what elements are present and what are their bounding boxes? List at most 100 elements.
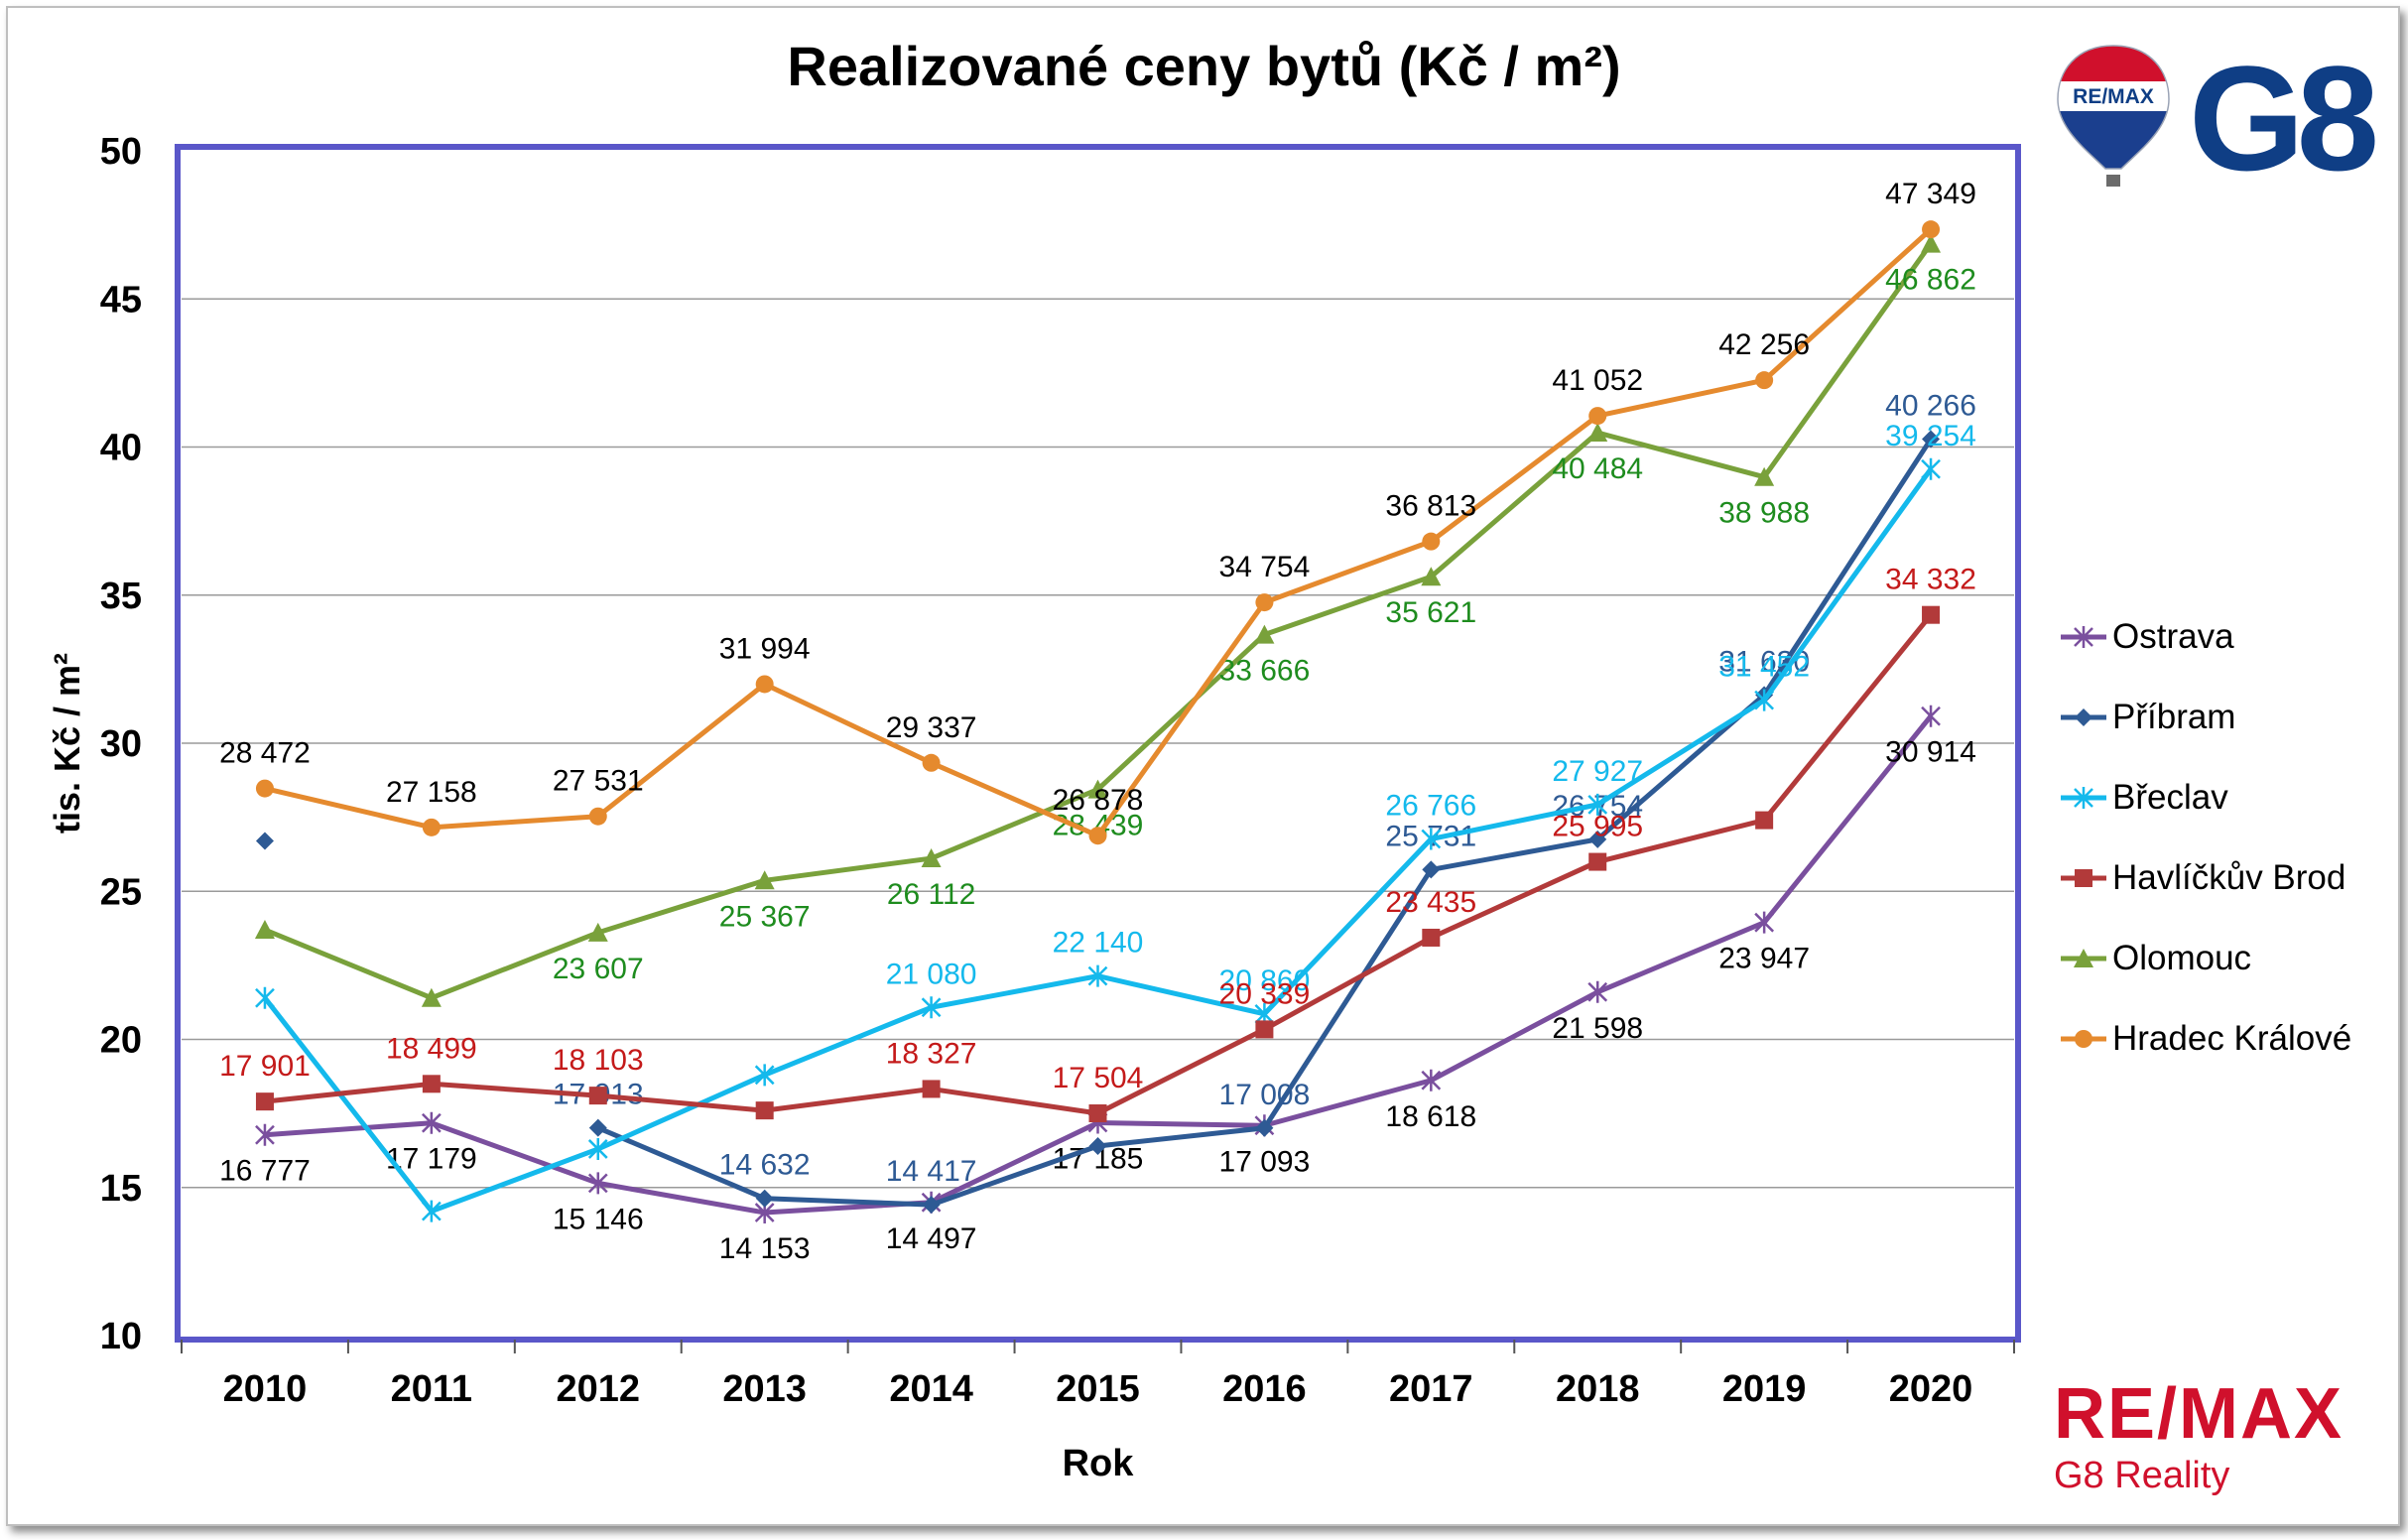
legend-marker-olomouc	[2061, 949, 2106, 967]
data-label: 20 339	[1219, 977, 1311, 1010]
data-point-shape	[1421, 1069, 1442, 1091]
data-point	[1421, 567, 1442, 586]
data-point-shape	[1421, 828, 1442, 850]
legend-label: Ostrava	[2112, 617, 2234, 656]
legend-marker-havlickuv-brod	[2061, 869, 2106, 887]
data-point-shape	[1087, 964, 1108, 987]
data-label: 14 497	[886, 1222, 977, 1255]
x-tick-label: 2020	[1889, 1368, 1973, 1410]
legend-item-olomouc[interactable]: Olomouc	[2059, 937, 2396, 1017]
data-point	[1921, 705, 1941, 727]
data-point	[1088, 827, 1107, 845]
data-label: 21 080	[886, 958, 977, 990]
series-hradec_kralove: 28 472 27 158 27 531 31 994 29 337 26 878 34 7…	[219, 178, 1976, 845]
data-point	[1088, 1104, 1107, 1123]
data-label: 47 349	[1885, 178, 1976, 210]
data-point	[754, 1064, 775, 1087]
data-label: 23 435	[1385, 886, 1476, 919]
data-label: 14 153	[719, 1232, 811, 1265]
data-point	[1421, 828, 1442, 850]
data-label: 20 860	[1219, 964, 1311, 997]
legend-point	[2074, 787, 2093, 809]
data-label: 17 093	[1219, 1145, 1311, 1178]
x-axis-title: Rok	[1063, 1443, 1135, 1484]
y-tick-label: 25	[100, 871, 142, 913]
legend-item-breclav[interactable]: Břeclav	[2059, 776, 2396, 856]
x-tick-label: 2011	[391, 1368, 472, 1410]
data-point	[255, 986, 275, 1009]
data-label: 17 008	[1219, 1079, 1311, 1111]
y-axis-title: tis. Kč / m²	[47, 653, 87, 834]
data-point	[1422, 532, 1441, 551]
data-point	[1922, 220, 1941, 239]
legend-point-shape	[2074, 626, 2093, 648]
data-point	[255, 1123, 275, 1146]
brand-logo-bottom: RE/MAX G8 Reality	[2054, 1374, 2391, 1497]
legend-item-ostrava[interactable]: Ostrava	[2059, 615, 2396, 696]
data-label: 16 777	[219, 1155, 311, 1188]
data-label: 38 988	[1718, 497, 1810, 530]
data-label: 40 484	[1552, 452, 1643, 485]
y-tick-label: 35	[100, 576, 142, 617]
data-point	[255, 832, 274, 850]
data-label: 27 531	[553, 765, 644, 798]
data-point	[587, 1137, 608, 1160]
data-point	[754, 870, 775, 890]
x-tick-label: 2014	[889, 1368, 973, 1410]
data-point-shape	[1754, 911, 1775, 934]
data-label: 26 878	[1053, 784, 1144, 817]
legend-item-hradec-kralove[interactable]: Hradec Králové	[2059, 1017, 2396, 1097]
data-label: 27 158	[386, 776, 477, 809]
data-point-shape	[587, 1137, 608, 1160]
data-point-shape	[1921, 457, 1941, 480]
chart-title: Realizované ceny bytů (Kč / m²)	[787, 35, 1621, 97]
data-point	[1087, 964, 1108, 987]
x-tick-label: 2018	[1556, 1368, 1640, 1410]
data-point-shape	[1587, 980, 1608, 1003]
y-tick-label: 20	[100, 1020, 142, 1062]
data-point	[587, 922, 608, 942]
data-label: 41 052	[1552, 364, 1643, 397]
data-label: 35 621	[1385, 596, 1476, 629]
data-label: 14 632	[719, 1149, 811, 1182]
data-point	[422, 1075, 441, 1093]
data-point	[1755, 371, 1774, 390]
data-label: 36 813	[1385, 490, 1476, 523]
data-point	[755, 675, 774, 694]
x-tick-label: 2017	[1389, 1368, 1473, 1410]
data-label: 14 417	[886, 1155, 977, 1188]
legend-point-shape	[2074, 787, 2093, 809]
data-label: 21 598	[1552, 1012, 1643, 1045]
legend-point	[2074, 626, 2093, 648]
data-point	[588, 1118, 607, 1137]
data-point	[921, 996, 942, 1019]
data-point	[1588, 852, 1607, 871]
data-point	[1254, 624, 1275, 644]
data-point	[1587, 423, 1608, 443]
data-point	[1422, 928, 1441, 947]
legend-marker-ostrava	[2061, 626, 2106, 648]
data-point-shape	[421, 1111, 442, 1134]
data-label: 25 367	[719, 900, 811, 933]
legend-item-pribram[interactable]: Příbram	[2059, 696, 2396, 776]
data-point	[755, 1189, 774, 1208]
x-tick-label: 2015	[1056, 1368, 1140, 1410]
y-tick-label: 40	[100, 428, 142, 469]
legend-marker-hradec-kralove	[2061, 1030, 2106, 1048]
legend-item-havlickuv-brod[interactable]: Havlíčkův Brod	[2059, 856, 2396, 937]
data-point	[755, 1101, 774, 1120]
data-point	[1755, 811, 1774, 830]
data-point	[1587, 980, 1608, 1003]
data-point	[1422, 860, 1441, 879]
data-point	[588, 1087, 607, 1105]
data-label: 15 146	[553, 1203, 644, 1235]
y-tick-label: 10	[100, 1316, 142, 1357]
data-label: 30 914	[1885, 736, 1976, 769]
data-label: 28 472	[219, 737, 311, 770]
data-point	[255, 1092, 274, 1111]
data-point	[255, 779, 274, 798]
data-point-shape	[1587, 793, 1608, 816]
